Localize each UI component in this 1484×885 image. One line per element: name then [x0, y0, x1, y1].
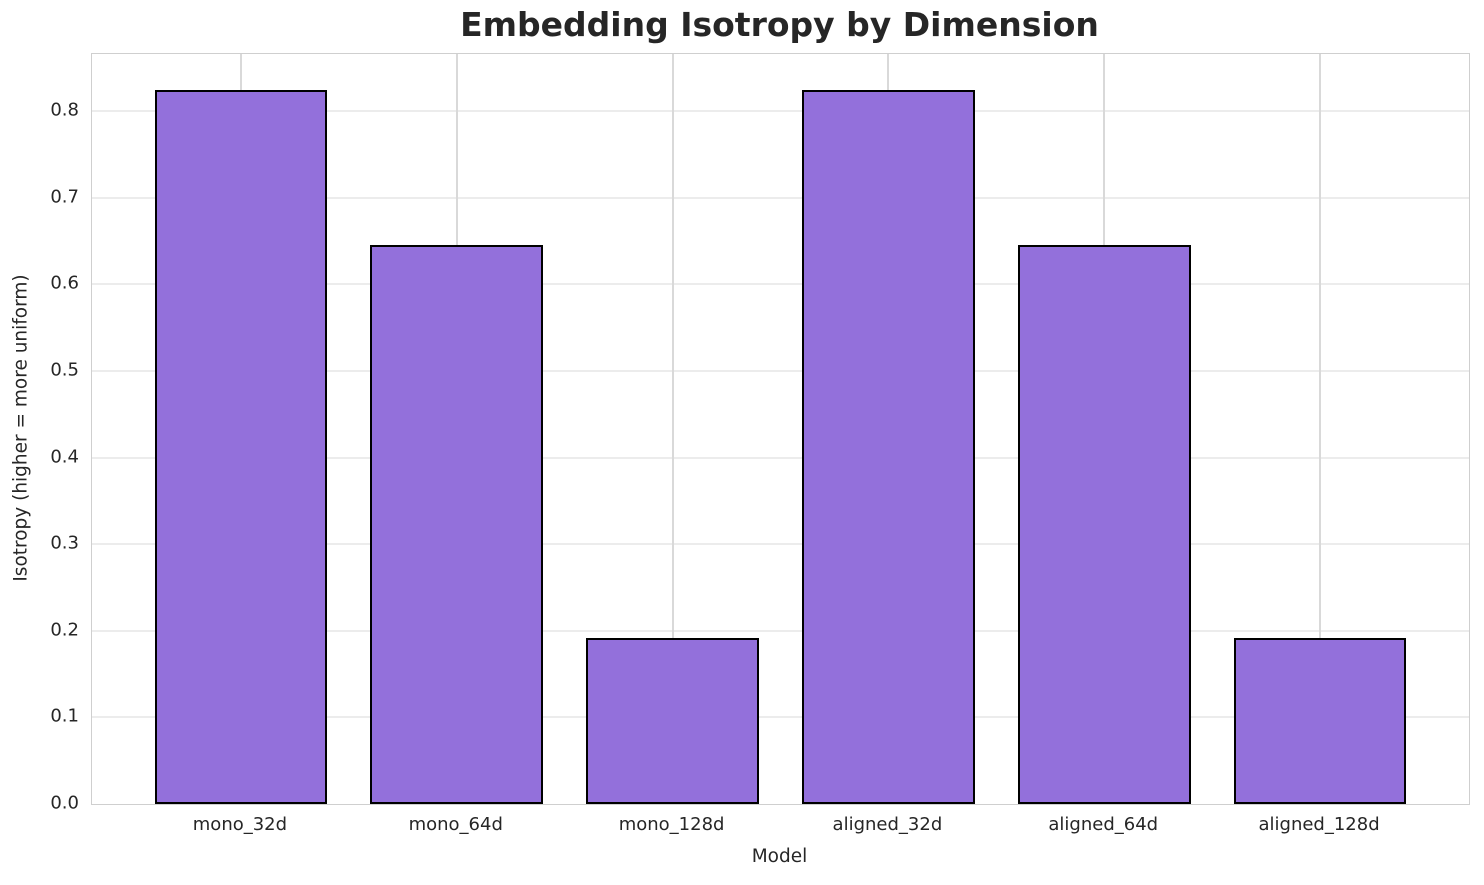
- x-tick-label: mono_64d: [408, 814, 503, 835]
- x-tick-label: mono_128d: [618, 814, 725, 835]
- y-tick-label: 0.4: [50, 446, 79, 468]
- x-axis-label: Model: [751, 846, 808, 867]
- x-gridline: [671, 54, 674, 804]
- y-gridline: [92, 369, 1469, 372]
- plot-area: [91, 53, 1470, 805]
- y-gridline: [92, 110, 1469, 113]
- y-tick-label: 0.8: [50, 99, 79, 121]
- y-gridline: [92, 196, 1469, 199]
- x-tick-label: aligned_32d: [832, 814, 943, 835]
- y-gridline: [92, 456, 1469, 459]
- bar-aligned_128d: [1233, 637, 1407, 804]
- y-tick-label: 0.2: [50, 619, 79, 641]
- x-tick-label: aligned_128d: [1258, 814, 1380, 835]
- y-gridline: [92, 629, 1469, 632]
- y-tick-label: 0.0: [50, 792, 79, 814]
- y-tick-label: 0.3: [50, 532, 79, 554]
- x-tick-label: aligned_64d: [1048, 814, 1159, 835]
- x-gridline: [1319, 54, 1322, 804]
- bar-mono_128d: [586, 637, 759, 804]
- bar-aligned_32d: [802, 89, 975, 804]
- x-tick-label: mono_32d: [192, 814, 288, 835]
- y-tick-label: 0.5: [50, 359, 79, 381]
- chart-title: Embedding Isotropy by Dimension: [460, 5, 1099, 44]
- y-tick-label: 0.1: [50, 705, 79, 727]
- y-tick-label: 0.6: [50, 272, 79, 294]
- y-tick-label: 0.7: [50, 186, 79, 208]
- y-gridline: [92, 543, 1469, 546]
- bar-aligned_64d: [1017, 244, 1191, 804]
- y-gridline: [92, 283, 1469, 286]
- bar-mono_64d: [370, 244, 544, 804]
- bar-mono_32d: [154, 89, 328, 804]
- y-gridline: [92, 716, 1469, 719]
